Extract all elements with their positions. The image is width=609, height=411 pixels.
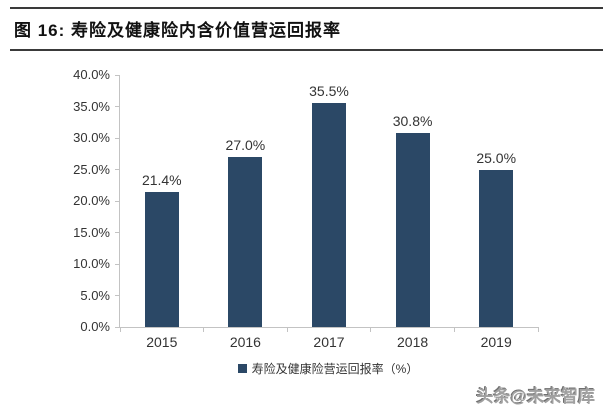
watermark: 头条@未来智库 bbox=[476, 387, 595, 406]
x-axis-label: 2018 bbox=[397, 334, 429, 350]
bar bbox=[312, 103, 346, 327]
x-axis-tick bbox=[370, 327, 372, 332]
y-axis-label: 35.0% bbox=[73, 98, 110, 114]
legend-marker-swatch bbox=[237, 364, 247, 373]
title-top-rule bbox=[10, 7, 603, 9]
x-axis-tick bbox=[286, 327, 288, 332]
y-axis-tick bbox=[115, 106, 120, 107]
y-axis-label: 15.0% bbox=[73, 224, 110, 240]
bar-value-label: 30.8% bbox=[392, 113, 433, 129]
x-axis-tick bbox=[537, 327, 539, 332]
bar bbox=[144, 192, 179, 327]
bar bbox=[228, 156, 263, 327]
title-bottom-rule bbox=[10, 49, 603, 51]
bar-value-label: 21.4% bbox=[141, 172, 182, 189]
y-axis-tick bbox=[115, 200, 120, 202]
y-axis-label: 5.0% bbox=[80, 287, 110, 303]
y-axis-label: 40.0% bbox=[73, 67, 110, 82]
bar bbox=[395, 133, 430, 327]
legend-label: 寿险及健康险营运回报率（%） bbox=[251, 362, 419, 376]
x-axis-tick bbox=[453, 327, 455, 332]
y-axis-tick bbox=[115, 74, 120, 76]
y-axis-tick bbox=[115, 263, 120, 265]
bar-value-label: 35.5% bbox=[309, 83, 349, 100]
x-axis-label: 2019 bbox=[480, 334, 512, 350]
chart-legend: 寿险及健康险营运回报率（%） bbox=[119, 360, 537, 377]
y-axis-label: 25.0% bbox=[73, 161, 110, 177]
y-axis-tick bbox=[115, 137, 120, 139]
bar-value-label: 27.0% bbox=[225, 136, 266, 153]
bar bbox=[479, 169, 514, 327]
figure-title: 图 16: 寿险及健康险内含价值营运回报率 bbox=[14, 21, 342, 40]
x-axis-label: 2015 bbox=[146, 334, 178, 350]
y-axis-label: 10.0% bbox=[73, 256, 110, 271]
y-axis-tick bbox=[115, 326, 120, 328]
x-axis-label: 2017 bbox=[313, 334, 345, 350]
x-axis-tick bbox=[119, 327, 121, 332]
x-axis-tick bbox=[203, 327, 205, 332]
y-axis-tick bbox=[115, 232, 120, 233]
y-axis-tick bbox=[115, 295, 120, 296]
y-axis-tick bbox=[115, 169, 120, 170]
plot-area: 21.4% 2015 27.0% 2016 35.5% 2017 30.8% 2018 25.0… bbox=[73, 67, 539, 350]
bar-value-label: 25.0% bbox=[476, 149, 517, 166]
x-axis-label: 2016 bbox=[229, 334, 261, 350]
y-axis-label: 20.0% bbox=[73, 193, 110, 208]
y-axis-label: 30.0% bbox=[73, 130, 110, 145]
y-axis-label: 0.0% bbox=[80, 319, 110, 334]
